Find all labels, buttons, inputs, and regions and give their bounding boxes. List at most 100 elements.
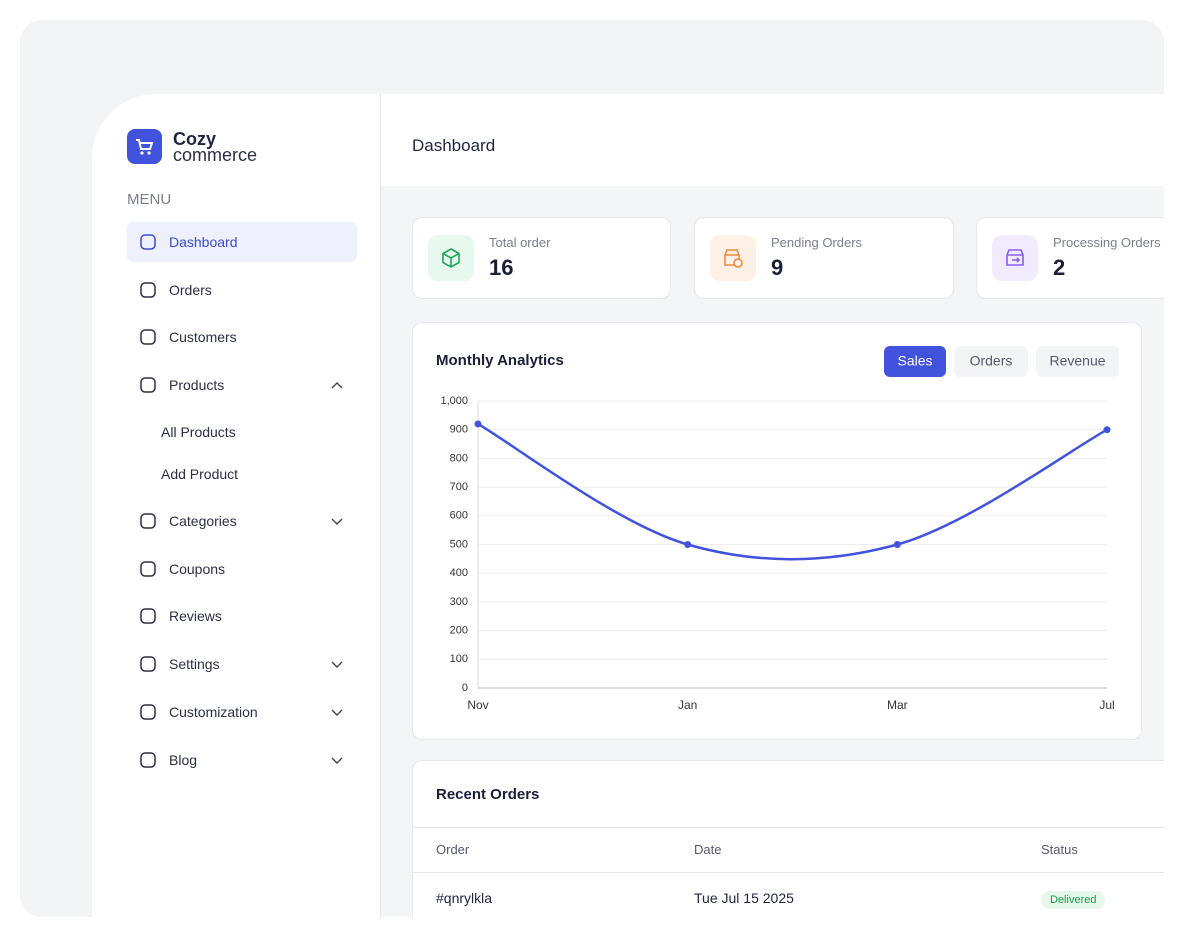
y-tick-label: 300 xyxy=(450,596,468,608)
tab[interactable] xyxy=(1036,346,1119,377)
menu-label: Dashboard xyxy=(169,234,238,250)
menu-label: Settings xyxy=(169,656,220,672)
point xyxy=(684,541,692,548)
tab[interactable] xyxy=(954,346,1028,377)
stat-card: Processing Orders 2 xyxy=(976,217,1164,299)
tab[interactable] xyxy=(884,346,946,377)
divider xyxy=(413,872,1164,873)
box-icon xyxy=(442,248,460,268)
y-tick-label: 0 xyxy=(462,682,468,694)
tab-label: Sales xyxy=(897,353,932,369)
stat-card: Pending Orders 9 xyxy=(694,217,954,299)
divider xyxy=(413,827,1164,828)
point xyxy=(474,420,482,428)
chart-title: Monthly Analytics xyxy=(436,352,564,369)
menu-item[interactable]: Dashboard xyxy=(127,222,357,262)
pending-icon xyxy=(724,249,743,268)
y-tick-label: 900 xyxy=(450,424,468,436)
line xyxy=(477,422,1108,561)
brand-top: Cozy xyxy=(173,129,217,149)
menu-label: Reviews xyxy=(169,608,222,624)
x-tick-label: Jul xyxy=(1099,698,1114,712)
main: Total order 16 Pending Orders 9 Processi… xyxy=(380,186,1164,917)
stat-label: Pending Orders xyxy=(771,235,863,250)
menu-item[interactable]: Blog xyxy=(127,740,357,780)
menu-icon xyxy=(140,752,156,768)
menu-label: Blog xyxy=(169,752,198,768)
column-header: Status xyxy=(1041,842,1078,857)
status-badge: Delivered xyxy=(1041,891,1106,909)
x-tick-label: Mar xyxy=(887,698,908,712)
stat-label: Total order xyxy=(489,235,551,250)
chevron xyxy=(331,382,343,389)
menu-icon xyxy=(140,282,156,298)
app-frame: Cozy commerce MENU Dashboard Orders Custom… xyxy=(20,20,1164,917)
menu-label: All Products xyxy=(161,424,236,440)
menu-icon xyxy=(140,704,156,720)
stat-card: Total order 16 xyxy=(412,217,671,299)
order-date: Tue Jul 15 2025 xyxy=(694,890,794,906)
y-tick-label: 600 xyxy=(450,510,468,522)
menu-icon xyxy=(140,234,156,250)
menu-label: Customers xyxy=(169,329,237,345)
stat-icon xyxy=(428,235,474,281)
menu-item[interactable]: Customization xyxy=(127,692,357,732)
menu-icon xyxy=(140,377,156,393)
tab-label: Revenue xyxy=(1049,353,1105,369)
stat-value: 2 xyxy=(1053,255,1066,280)
chevron xyxy=(331,757,343,764)
menu-item[interactable]: Settings xyxy=(127,644,357,684)
brand-bottom: commerce xyxy=(173,145,258,165)
menu-label: Orders xyxy=(169,282,212,298)
tab-label: Orders xyxy=(970,353,1013,369)
y-tick-label: 100 xyxy=(450,653,468,665)
menu-icon xyxy=(140,608,156,624)
menu-item[interactable]: Categories xyxy=(127,501,357,541)
menu-item[interactable]: Orders xyxy=(127,270,357,310)
menu-icon xyxy=(140,329,156,345)
app-panel: Cozy commerce MENU Dashboard Orders Custom… xyxy=(92,94,1164,917)
column-header: Order xyxy=(436,842,470,857)
menu-item[interactable]: Reviews xyxy=(127,596,357,636)
menu-icon xyxy=(140,561,156,577)
menu-label: MENU xyxy=(127,191,172,208)
y-tick-label: 800 xyxy=(450,452,468,464)
y-tick-label: 200 xyxy=(450,625,468,637)
point xyxy=(1103,426,1111,434)
x-tick-label: Jan xyxy=(678,698,697,712)
header: Dashboard xyxy=(380,94,1164,187)
menu-item[interactable]: Customers xyxy=(127,317,357,357)
stat-icon xyxy=(710,235,756,281)
stat-icon xyxy=(992,235,1038,281)
orders-card: Recent Orders Order Date Status #qnrylkl… xyxy=(412,760,1164,917)
menu-item[interactable]: All Products xyxy=(127,412,391,452)
menu-item[interactable]: Add Product xyxy=(127,454,391,494)
orders-title: Recent Orders xyxy=(436,786,540,803)
processing-icon xyxy=(1006,249,1024,266)
stat-value: 9 xyxy=(771,255,784,280)
y-tick-label: 1,000 xyxy=(440,395,468,407)
chevron xyxy=(331,709,343,716)
y-tick-label: 500 xyxy=(450,538,468,550)
column-header: Date xyxy=(694,842,722,857)
header-title: Dashboard xyxy=(412,136,496,155)
point xyxy=(893,541,901,548)
logo-icon xyxy=(127,129,162,164)
menu-item[interactable]: Products xyxy=(127,365,357,405)
y-tick-label: 700 xyxy=(450,481,468,493)
chart: Monthly Analytics Sales Orders Revenue 0 100… xyxy=(436,346,1119,712)
y-tick-label: 400 xyxy=(450,567,468,579)
menu-label: Customization xyxy=(169,704,258,720)
chevron xyxy=(331,518,343,525)
order-id: #qnrylkla xyxy=(436,890,493,906)
x-tick-label: Nov xyxy=(467,698,488,712)
menu-item[interactable]: Coupons xyxy=(127,549,357,589)
menu-icon xyxy=(140,656,156,672)
chevron xyxy=(331,661,343,668)
menu-icon xyxy=(140,513,156,529)
cart-icon xyxy=(136,139,154,155)
stat-value: 16 xyxy=(489,255,514,280)
menu-label: Coupons xyxy=(169,561,226,577)
stat-label: Processing Orders xyxy=(1053,235,1161,250)
